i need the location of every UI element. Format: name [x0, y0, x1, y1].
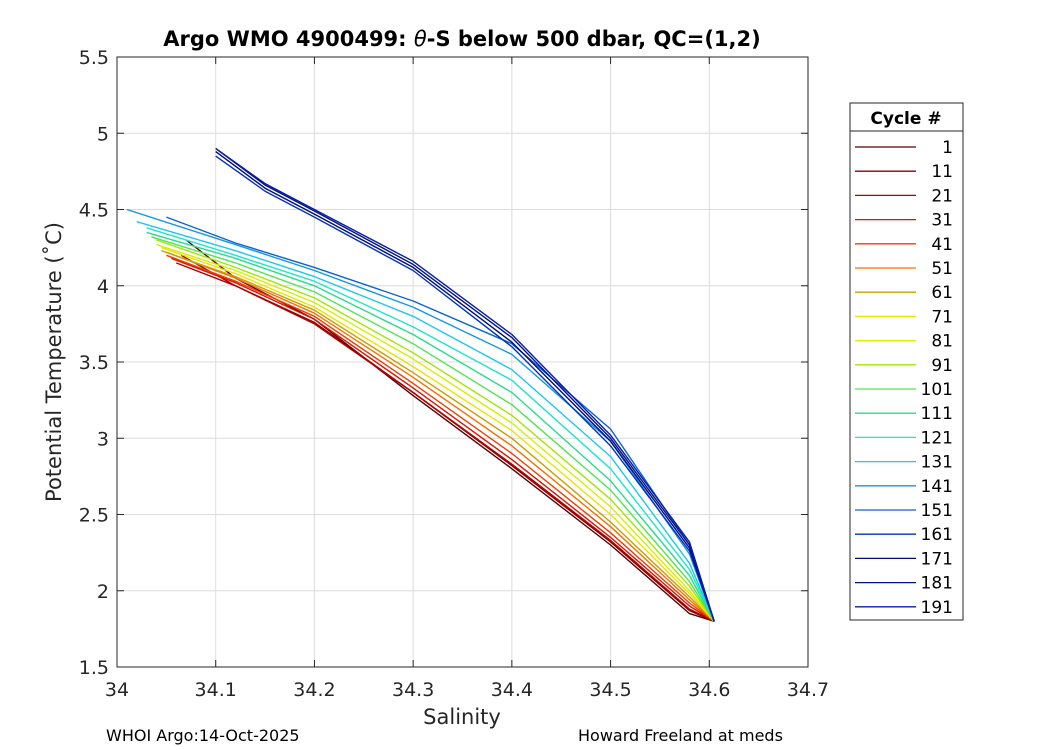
x-tick-label: 34.5 — [589, 679, 631, 701]
y-tick-label: 2.5 — [79, 505, 109, 527]
legend-label-cycle-1: 1 — [942, 138, 953, 158]
series-line-cycle-111 — [146, 231, 715, 622]
legend-label-cycle-91: 91 — [931, 356, 953, 376]
legend-label-cycle-71: 71 — [931, 307, 953, 327]
y-tick-label: 4 — [97, 276, 109, 298]
legend-label-cycle-161: 161 — [921, 525, 953, 545]
y-tick-label: 1.5 — [79, 657, 109, 679]
legend-label-cycle-101: 101 — [921, 380, 953, 400]
series-line-cycle-31 — [171, 257, 715, 622]
footer-credit: Howard Freeland at meds — [578, 726, 783, 745]
series-line-cycle-171 — [215, 151, 715, 622]
legend: Cycle # 11121314151617181911011111211311… — [849, 102, 964, 621]
legend-label-cycle-31: 31 — [931, 211, 953, 231]
legend-label-cycle-81: 81 — [931, 332, 953, 352]
y-tick-label: 4.5 — [79, 200, 109, 222]
series-line-cycle-161 — [215, 155, 715, 622]
series-line-cycle-151 — [166, 216, 715, 622]
legend-title: Cycle # — [870, 109, 941, 129]
legend-label-cycle-181: 181 — [921, 574, 953, 594]
x-tick-label: 34.6 — [688, 679, 730, 701]
legend-label-cycle-111: 111 — [921, 404, 953, 424]
series-line-cycle-21 — [175, 262, 715, 622]
series-layer — [126, 147, 715, 622]
x-tick-label: 34.1 — [195, 679, 237, 701]
series-line-cycle-141 — [126, 208, 715, 622]
x-tick-label: 34.2 — [293, 679, 335, 701]
legend-label-cycle-131: 131 — [921, 453, 953, 473]
axis-ticks: 34 34.1 34.2 34.3 34.4 34.5 34.6 34.7 1.5 2 2.5 3 3.… — [79, 47, 829, 701]
series-line-cycle-181 — [215, 147, 715, 622]
y-tick-label: 2 — [97, 581, 109, 603]
y-tick-label: 3.5 — [79, 352, 109, 374]
legend-items: 1112131415161718191101111121131141151161… — [855, 138, 953, 618]
x-tick-label: 34 — [105, 679, 129, 701]
series-line-cycle-41 — [166, 254, 715, 622]
series-line-cycle-91 — [156, 239, 715, 622]
x-tick-label: 34.7 — [787, 679, 829, 701]
y-tick-label: 5.5 — [79, 47, 109, 69]
x-tick-label: 34.3 — [392, 679, 434, 701]
x-tick-label: 34.4 — [491, 679, 533, 701]
legend-label-cycle-11: 11 — [931, 162, 953, 182]
series-line-cycle-1 — [185, 239, 715, 622]
legend-label-cycle-141: 141 — [921, 477, 953, 497]
legend-label-cycle-171: 171 — [921, 549, 953, 569]
legend-label-cycle-41: 41 — [931, 235, 953, 255]
legend-label-cycle-61: 61 — [931, 283, 953, 303]
legend-label-cycle-121: 121 — [921, 428, 953, 448]
legend-label-cycle-191: 191 — [921, 598, 953, 618]
series-line-cycle-81 — [156, 243, 715, 622]
series-line-cycle-131 — [136, 221, 715, 622]
series-line-cycle-101 — [151, 236, 715, 622]
chart-title: Argo WMO 4900499: θ-S below 500 dbar, QC… — [163, 27, 760, 51]
series-line-cycle-121 — [146, 227, 715, 622]
series-line-cycle-71 — [161, 246, 715, 622]
series-line-cycle-51 — [166, 251, 715, 622]
footer-source: WHOI Argo:14-Oct-2025 — [106, 726, 300, 745]
series-line-cycle-191 — [215, 147, 715, 622]
legend-label-cycle-151: 151 — [921, 501, 953, 521]
y-axis-label: Potential Temperature (˚C) — [42, 222, 66, 502]
y-tick-label: 3 — [97, 428, 109, 450]
x-axis-label: Salinity — [423, 705, 501, 729]
legend-label-cycle-51: 51 — [931, 259, 953, 279]
legend-label-cycle-21: 21 — [931, 186, 953, 206]
y-tick-label: 5 — [97, 123, 109, 145]
series-line-cycle-61 — [161, 250, 715, 622]
